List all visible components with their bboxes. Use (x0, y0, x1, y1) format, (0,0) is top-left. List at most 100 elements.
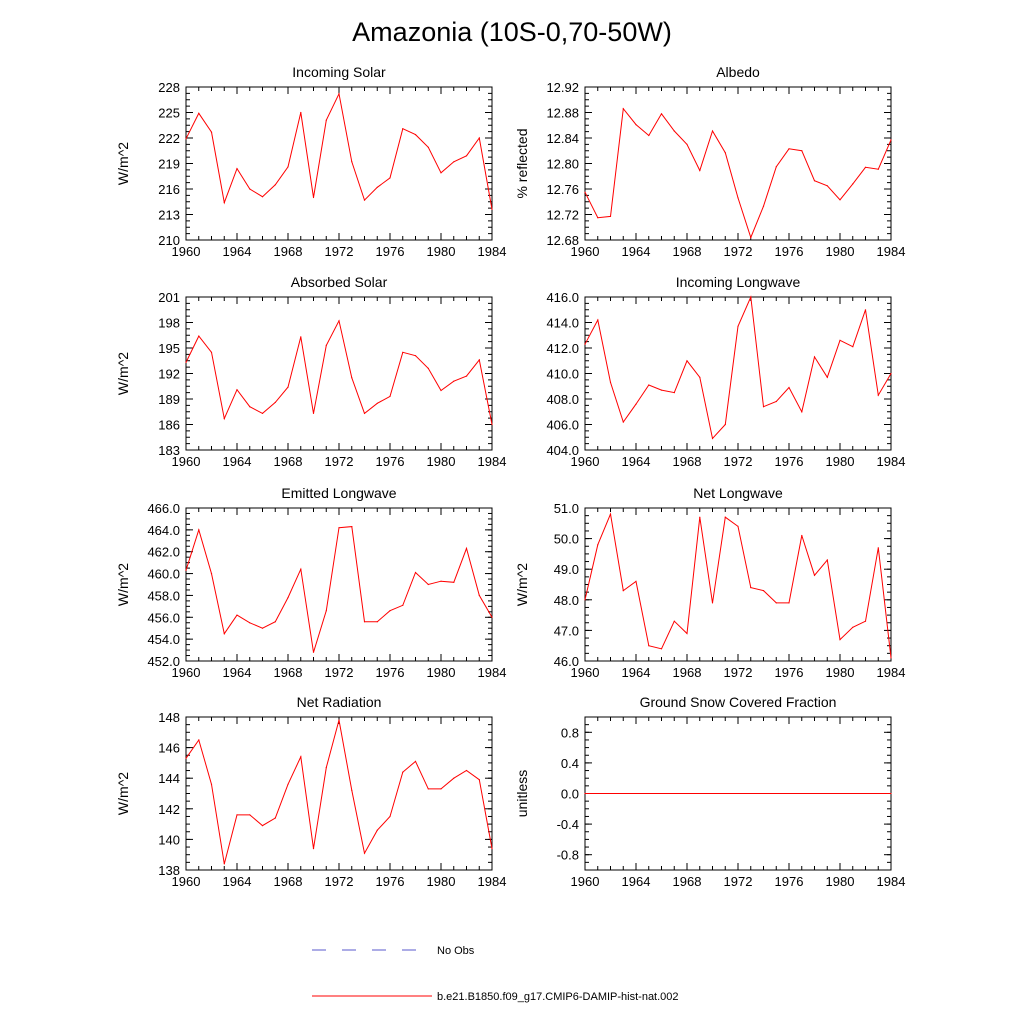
data-point (635, 403, 637, 405)
x-tick-label: 1980 (826, 665, 855, 680)
data-point (775, 400, 777, 403)
y-tick-label: 192 (158, 367, 180, 382)
y-axis-label: unitless (514, 770, 530, 817)
data-point (864, 309, 867, 311)
data-point (338, 320, 340, 322)
x-tick-label: 1964 (622, 244, 651, 259)
data-point (402, 604, 404, 606)
data-point (584, 191, 586, 193)
x-tick-label: 1968 (274, 874, 303, 889)
data-point (877, 168, 879, 170)
data-point (236, 614, 238, 616)
data-point (660, 648, 663, 650)
data-point (584, 792, 586, 795)
data-point (699, 516, 701, 518)
x-tick-label: 1960 (172, 874, 201, 889)
data-point (478, 594, 480, 597)
panel-title: Net Radiation (297, 694, 382, 710)
data-point (338, 527, 340, 529)
data-point (338, 719, 340, 721)
x-tick-label: 1960 (571, 665, 600, 680)
x-tick-label: 1968 (274, 454, 303, 469)
chart-panel-4: 1960 1964 1968 1972 1976 1980 1984 404.0 406.0 40… (546, 274, 905, 469)
data-point (686, 143, 688, 145)
data-point (465, 155, 468, 157)
data-point (699, 169, 701, 172)
x-tick-label: 1984 (478, 665, 507, 680)
x-tick-label: 1972 (325, 454, 354, 469)
data-point (673, 620, 675, 622)
data-point (673, 392, 675, 394)
data-point (673, 130, 675, 132)
data-point (648, 134, 650, 137)
x-tick-label: 1972 (325, 244, 354, 259)
y-tick-label: 414.0 (546, 316, 579, 331)
x-tick-label: 1960 (172, 454, 201, 469)
series-line (584, 107, 892, 239)
data-point (852, 626, 854, 628)
y-tick-label: 216 (158, 182, 180, 197)
data-point (414, 134, 417, 136)
data-point (478, 359, 480, 361)
data-point (478, 137, 480, 139)
data-point (635, 580, 637, 583)
y-tick-label: 12.92 (546, 80, 579, 95)
data-point (249, 814, 251, 816)
data-point (584, 599, 586, 601)
data-point (249, 622, 251, 624)
plot-frame (185, 86, 493, 241)
data-point (813, 356, 816, 358)
y-tick-label: 228 (158, 80, 180, 95)
chart-panel-1: 1960 1964 1968 1972 1976 1980 1984 210 213 216 219… (115, 64, 506, 259)
data-point (363, 621, 366, 623)
y-tick-label: 142 (158, 802, 180, 817)
y-axis-label: W/m^2 (115, 142, 131, 185)
data-point (724, 516, 726, 518)
x-tick-label: 1964 (622, 874, 651, 889)
data-point (839, 639, 841, 641)
data-point (453, 777, 455, 779)
series-line (185, 92, 493, 210)
data-point (711, 602, 714, 604)
data-point (660, 389, 663, 391)
x-tick-label: 1976 (376, 454, 405, 469)
x-tick-label: 1972 (325, 665, 354, 680)
data-point (453, 161, 455, 163)
data-point (325, 119, 327, 121)
x-tick-label: 1960 (172, 665, 201, 680)
y-axis-label: W/m^2 (115, 563, 131, 606)
panel-title: Absorbed Solar (291, 274, 388, 290)
panel-title: Incoming Solar (292, 64, 386, 80)
data-point (453, 380, 455, 382)
y-tick-label: -0.8 (557, 848, 579, 863)
x-tick-label: 1968 (673, 665, 702, 680)
x-tick-label: 1960 (172, 244, 201, 259)
data-point (890, 139, 892, 141)
data-point (440, 580, 442, 582)
y-tick-label: 460.0 (147, 567, 180, 582)
y-tick-label: 12.76 (546, 182, 579, 197)
y-tick-label: 51.0 (554, 501, 579, 516)
data-point (839, 339, 841, 341)
y-axis-label: W/m^2 (115, 352, 131, 395)
x-tick-label: 1968 (673, 244, 702, 259)
data-point (852, 346, 854, 348)
x-tick-label: 1984 (877, 665, 906, 680)
data-point (351, 161, 353, 163)
y-axis-label: W/m^2 (514, 563, 530, 606)
x-tick-label: 1968 (673, 454, 702, 469)
data-point (711, 437, 714, 440)
y-tick-label: 48.0 (554, 593, 579, 608)
data-point (261, 196, 264, 198)
data-point (312, 651, 315, 653)
figure-title: Amazonia (10S-0,70-50W) (352, 17, 672, 47)
data-point (724, 423, 726, 426)
y-tick-label: 49.0 (554, 562, 579, 577)
y-tick-label: 198 (158, 316, 180, 331)
data-point (762, 205, 765, 207)
y-tick-label: 12.88 (546, 106, 579, 121)
data-point (839, 199, 841, 201)
data-point (622, 108, 624, 110)
x-tick-label: 1964 (622, 454, 651, 469)
y-tick-label: 222 (158, 131, 180, 146)
